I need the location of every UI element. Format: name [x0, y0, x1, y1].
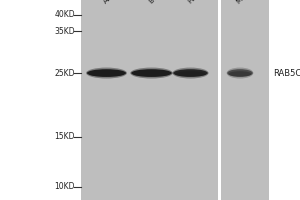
Text: 35KD: 35KD	[54, 27, 75, 36]
Bar	[81, 0, 268, 200]
Text: BT-474: BT-474	[147, 0, 170, 5]
Ellipse shape	[173, 69, 208, 77]
Ellipse shape	[87, 69, 126, 77]
Ellipse shape	[133, 71, 170, 77]
Ellipse shape	[229, 71, 251, 77]
Ellipse shape	[130, 68, 173, 79]
Text: 15KD: 15KD	[55, 132, 75, 141]
Text: HL60: HL60	[186, 0, 204, 5]
Text: A549: A549	[102, 0, 120, 5]
Ellipse shape	[131, 69, 172, 77]
Ellipse shape	[89, 71, 124, 77]
Text: RAB5C: RAB5C	[273, 69, 300, 78]
Text: 40KD: 40KD	[54, 10, 75, 19]
Ellipse shape	[86, 68, 127, 79]
Ellipse shape	[226, 68, 254, 79]
Text: 10KD: 10KD	[55, 182, 75, 191]
Ellipse shape	[175, 71, 206, 77]
Text: 25KD: 25KD	[55, 69, 75, 78]
Bar	[218, 0, 221, 200]
Ellipse shape	[227, 69, 253, 77]
Text: Mouse lung: Mouse lung	[236, 0, 269, 5]
Ellipse shape	[172, 68, 208, 79]
